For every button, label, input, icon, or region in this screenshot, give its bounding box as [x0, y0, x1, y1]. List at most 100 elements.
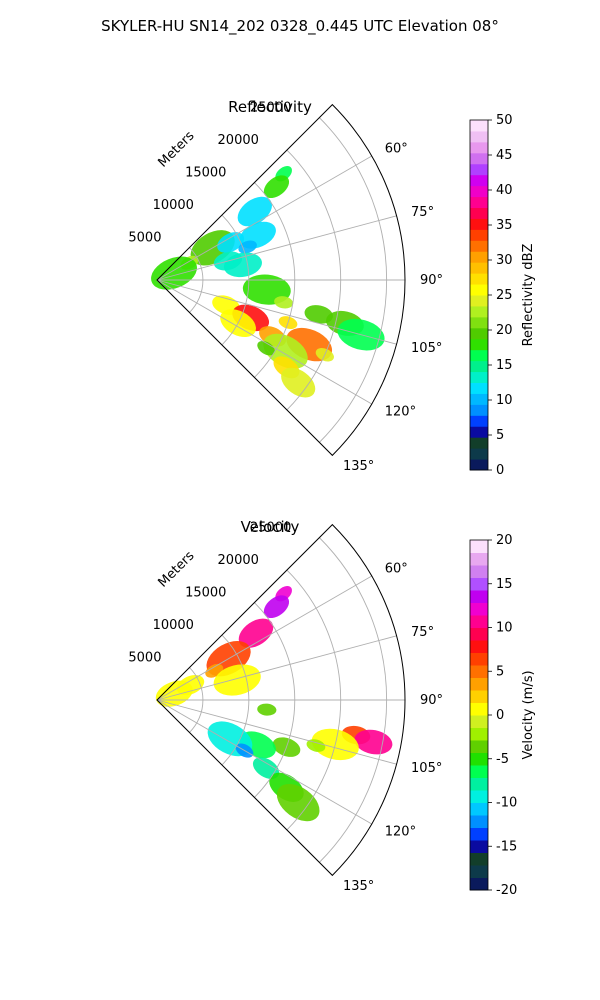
colorbar-swatch [470, 163, 488, 176]
colorbar-swatch [470, 305, 488, 318]
colorbar-tick-label: 15 [496, 358, 513, 373]
colorbar-swatch [470, 727, 488, 741]
range-axis-label: Meters [156, 548, 198, 590]
colorbar-tick-label: 35 [496, 218, 513, 233]
sector-frame [156, 523, 406, 877]
figure-title: SKYLER-HU SN14_202 0328_0.445 UTC Elevat… [101, 17, 499, 36]
colorbar-swatch [470, 426, 488, 438]
colorbar-swatch [470, 565, 488, 578]
range-tick-label: 5000 [128, 651, 161, 666]
colorbar-swatch [470, 207, 488, 219]
angle-tick-label: 120° [385, 825, 416, 840]
data-cell [304, 305, 333, 324]
colorbar-tick-label: -5 [496, 752, 509, 767]
colorbar-swatch [470, 827, 488, 841]
range-tick-label: 15000 [185, 586, 226, 601]
azimuth-gridline [156, 635, 397, 701]
colorbar: -20 -15 -10 -5 0 5 10 15 20 Velocity (m/s) [469, 533, 536, 898]
data-cells [151, 166, 385, 398]
colorbar-swatch [470, 602, 488, 616]
colorbar-swatch [470, 273, 488, 285]
colorbar-tick-label: -15 [496, 839, 517, 854]
angle-tick-label: 105° [411, 341, 442, 356]
data-cell [217, 232, 245, 253]
colorbar-swatch [470, 327, 488, 340]
colorbar-swatch [470, 640, 488, 653]
colorbar-swatch [470, 715, 488, 728]
colorbar-swatch [470, 865, 488, 878]
colorbar-tick-label: 0 [496, 463, 504, 478]
panel-title: Reflectivity [228, 98, 312, 116]
colorbar-swatch [470, 765, 488, 778]
data-cell [238, 240, 257, 254]
colorbar-label: Reflectivity dBZ [521, 244, 536, 347]
colorbar-swatch [470, 690, 488, 703]
range-tick-label: 20000 [218, 133, 259, 148]
range-tick-label: 5000 [128, 231, 161, 246]
colorbar-swatch [470, 815, 488, 828]
colorbar-swatch [470, 229, 488, 241]
colorbar-swatch [470, 415, 488, 427]
colorbar-swatch [470, 437, 488, 449]
colorbar-tick-label: 20 [496, 533, 513, 548]
colorbar-swatch [470, 284, 488, 296]
data-cell [263, 175, 290, 199]
colorbar-tick-label: 10 [496, 621, 513, 636]
reflectivity-panel: Reflectivity60°75°90°105°120°135°5000100… [128, 98, 536, 478]
colorbar-tick-label: 5 [496, 664, 504, 679]
colorbar-swatch [470, 316, 488, 329]
colorbar-label: Velocity (m/s) [521, 670, 536, 759]
data-cell [257, 703, 277, 716]
azimuth-gridline [156, 215, 397, 281]
angle-tick-label: 105° [411, 761, 442, 776]
colorbar-swatch [470, 577, 488, 591]
colorbar-swatch [470, 240, 488, 252]
data-cell [354, 729, 393, 755]
data-cell [257, 340, 275, 356]
colorbar-swatch [470, 404, 488, 416]
angle-tick-label: 120° [385, 405, 416, 420]
colorbar-swatch [470, 130, 488, 143]
colorbar-swatch [470, 360, 488, 373]
range-tick-label: 15000 [185, 166, 226, 181]
colorbar-tick-label: 25 [496, 288, 513, 303]
range-tick-label: 25000 [250, 521, 291, 536]
colorbar-tick-label: 45 [496, 148, 513, 163]
colorbar-swatch [470, 777, 488, 791]
colorbar-swatch [470, 590, 488, 603]
colorbar-swatch [470, 740, 488, 753]
colorbar-tick-label: 20 [496, 323, 513, 338]
data-cell [252, 757, 280, 779]
colorbar-swatch [470, 790, 488, 803]
colorbar-swatch [470, 393, 488, 405]
range-tick-label: 25000 [250, 101, 291, 116]
colorbar-tick-label: 10 [496, 393, 513, 408]
data-cell [263, 595, 290, 619]
data-cell [306, 739, 326, 752]
colorbar-swatch [470, 251, 488, 263]
colorbar-tick-label: 30 [496, 253, 513, 268]
data-cell [223, 252, 262, 278]
colorbar-tick-label: 50 [496, 113, 513, 128]
range-tick-label: 10000 [153, 618, 194, 633]
colorbar-swatch [470, 615, 488, 628]
colorbar-swatch [470, 218, 488, 230]
colorbar-swatch [470, 677, 488, 691]
angle-tick-label: 60° [385, 142, 408, 157]
colorbar-swatch [470, 552, 488, 566]
colorbar-swatch [470, 627, 488, 641]
colorbar-swatch [470, 382, 488, 394]
colorbar-swatch [470, 295, 488, 307]
colorbar-swatch [470, 665, 488, 678]
colorbar-swatch [470, 752, 488, 766]
colorbar-tick-label: -20 [496, 883, 517, 898]
angle-tick-label: 75° [411, 625, 434, 640]
colorbar-tick-label: 40 [496, 183, 513, 198]
sector-frame [156, 103, 406, 457]
angle-tick-label: 75° [411, 205, 434, 220]
colorbar-swatch [470, 120, 488, 132]
colorbar-swatch [470, 540, 488, 553]
colorbar-swatch [470, 840, 488, 853]
azimuth-gridline [156, 699, 397, 765]
colorbar-swatch [470, 652, 488, 666]
